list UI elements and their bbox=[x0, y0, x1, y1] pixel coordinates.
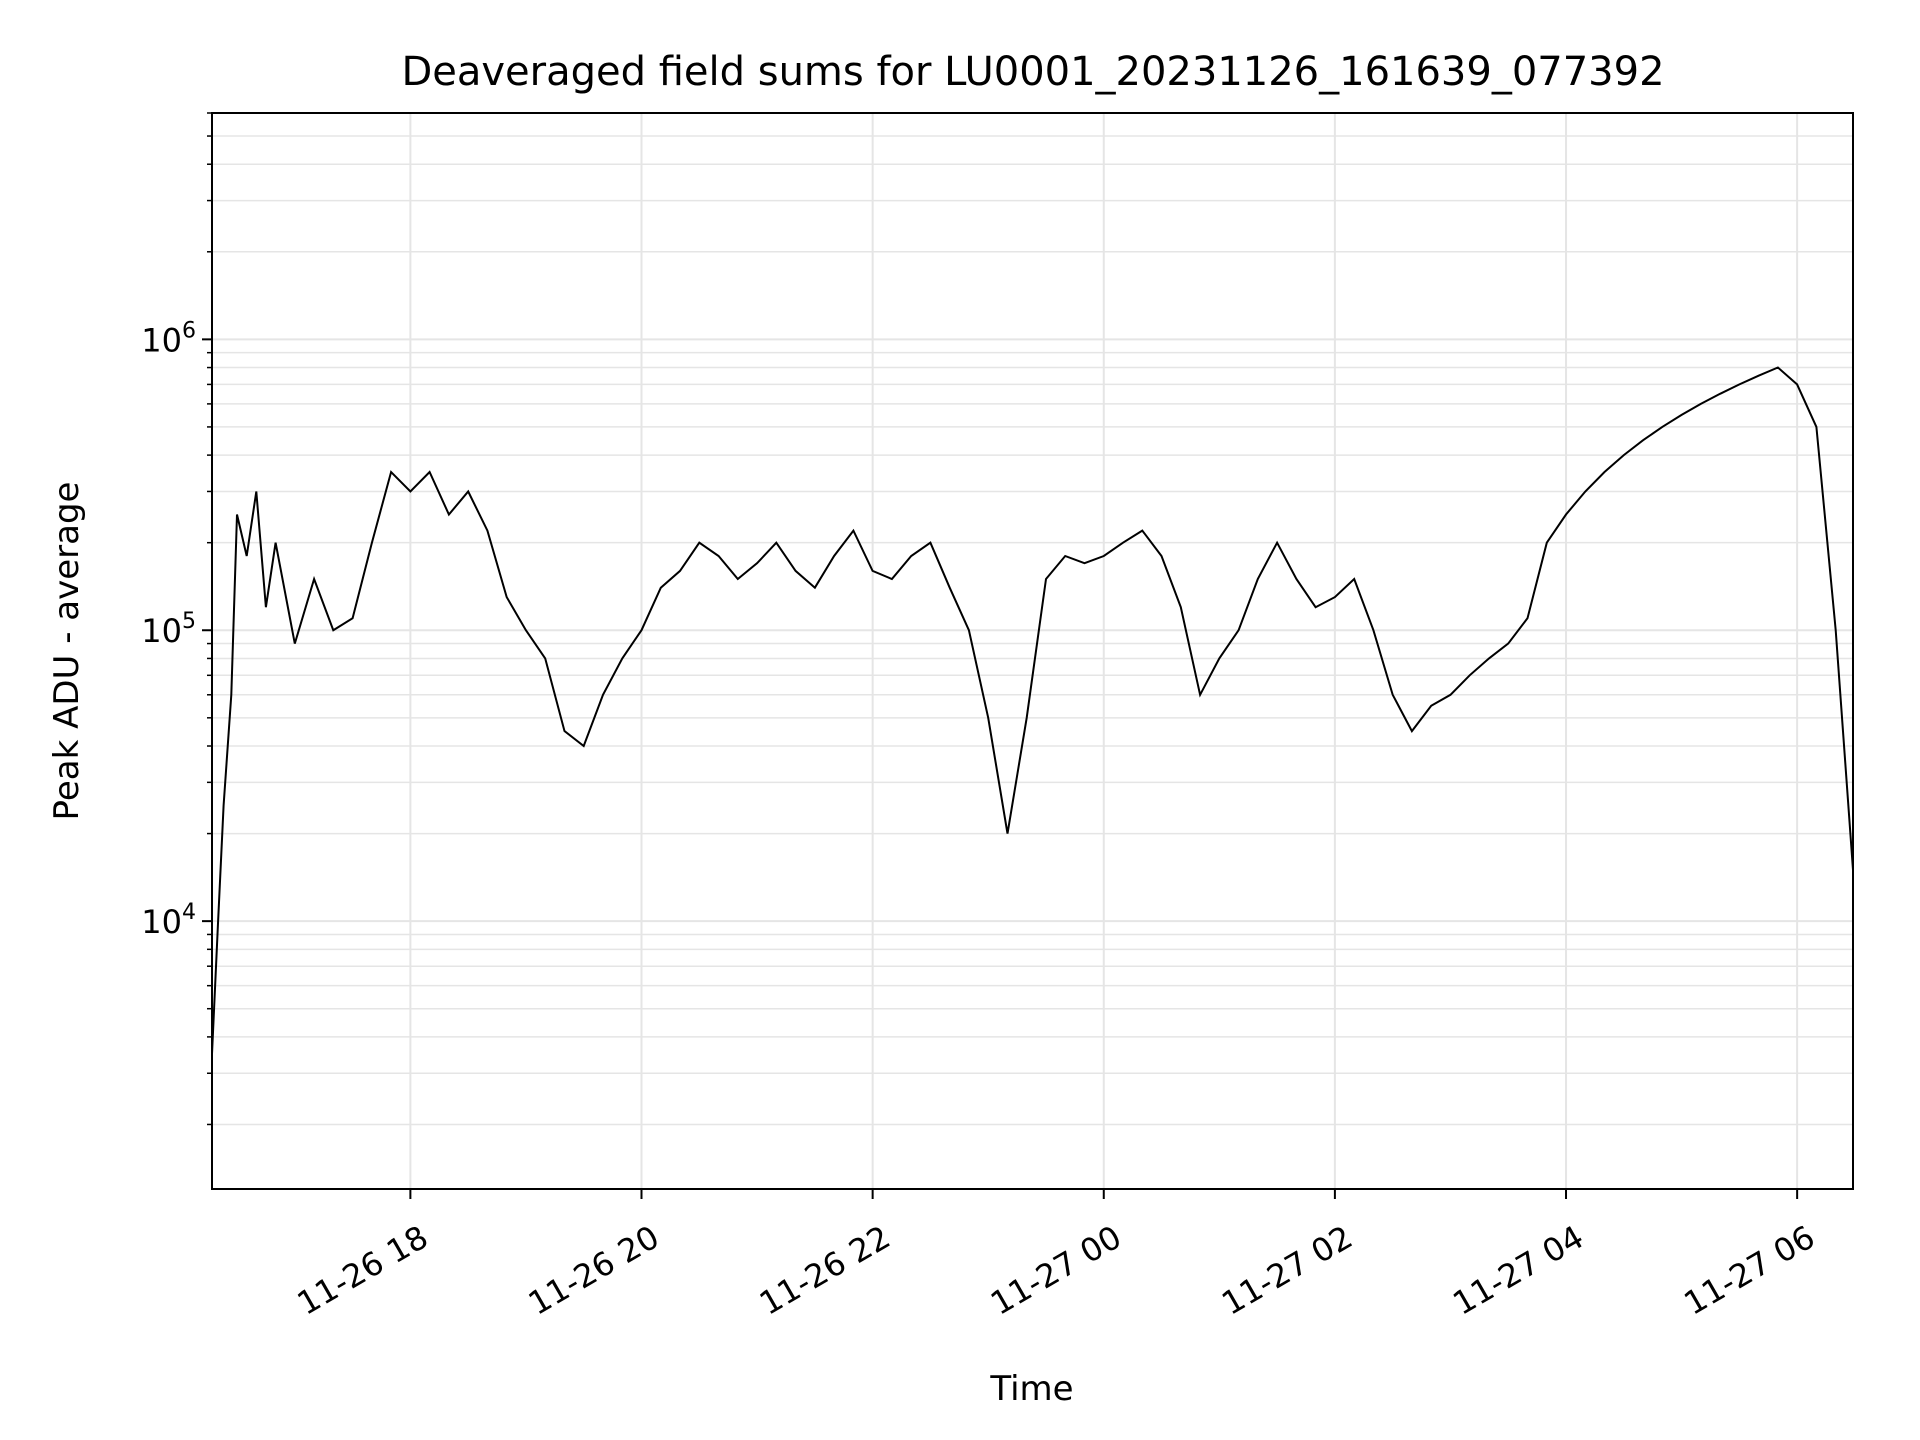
chart-title: Deaveraged field sums for LU0001_2023112… bbox=[401, 49, 1664, 95]
x-tick-label: 11-26 20 bbox=[522, 1218, 666, 1323]
grid bbox=[212, 112, 1853, 1189]
y-axis: 104 105 106 bbox=[141, 112, 212, 1126]
x-axis-label: Time bbox=[989, 1369, 1073, 1409]
x-tick-label: 11-26 18 bbox=[291, 1218, 435, 1323]
y-tick-label: 104 bbox=[141, 900, 196, 941]
x-tick-label: 11-27 06 bbox=[1678, 1218, 1822, 1323]
plot-frame bbox=[211, 112, 1854, 1190]
y-axis-label: Peak ADU - average bbox=[47, 482, 87, 821]
x-axis: 11-26 18 11-26 20 11-26 22 11-27 00 11-27 02… bbox=[291, 1189, 1821, 1323]
y-tick-label: 105 bbox=[141, 609, 196, 650]
y-tick-label: 106 bbox=[141, 318, 196, 359]
x-tick-label: 11-26 22 bbox=[753, 1218, 897, 1323]
x-tick-label: 11-27 04 bbox=[1446, 1218, 1590, 1323]
x-tick-label: 11-27 00 bbox=[984, 1218, 1128, 1323]
series-group bbox=[211, 366, 1854, 1054]
x-tick-label: 11-27 02 bbox=[1215, 1218, 1359, 1323]
series-line bbox=[211, 366, 1854, 1054]
